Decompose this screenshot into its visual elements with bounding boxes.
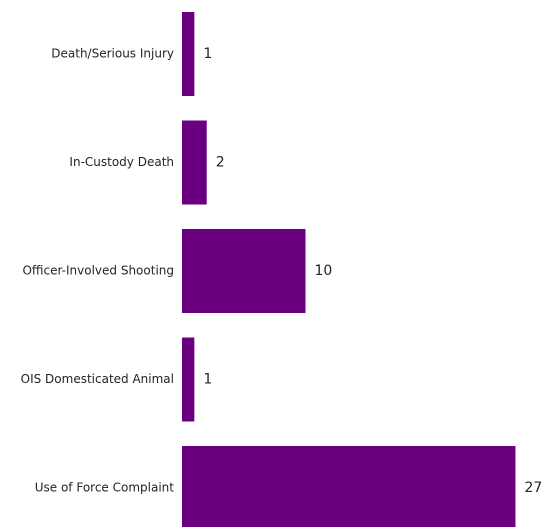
category-label-death-serious-injury: Death/Serious Injury [51, 47, 174, 61]
value-label-in-custody-death: 2 [216, 155, 225, 171]
bar-in-custody-death[interactable] [182, 120, 207, 205]
category-labels: Death/Serious Injury In-Custody Death Offi… [21, 47, 175, 495]
bar-death-serious-injury[interactable] [182, 12, 195, 96]
bar-officer-involved-shooting[interactable] [182, 229, 306, 313]
category-label-in-custody-death: In-Custody Death [69, 155, 174, 169]
category-label-use-of-force-complaint: Use of Force Complaint [35, 481, 175, 495]
bar-ois-domesticated-animal[interactable] [182, 337, 195, 422]
value-label-death-serious-injury: 1 [203, 46, 212, 62]
value-label-officer-involved-shooting: 10 [315, 263, 333, 279]
bar-use-of-force-complaint[interactable] [182, 446, 516, 527]
category-label-ois-domesticated-animal: OIS Domesticated Animal [21, 372, 174, 386]
value-label-use-of-force-complaint: 27 [524, 480, 542, 496]
category-label-officer-involved-shooting: Officer-Involved Shooting [22, 264, 174, 278]
value-labels: 1 2 10 1 27 [203, 46, 542, 496]
bars [182, 12, 516, 527]
value-label-ois-domesticated-animal: 1 [203, 372, 212, 388]
